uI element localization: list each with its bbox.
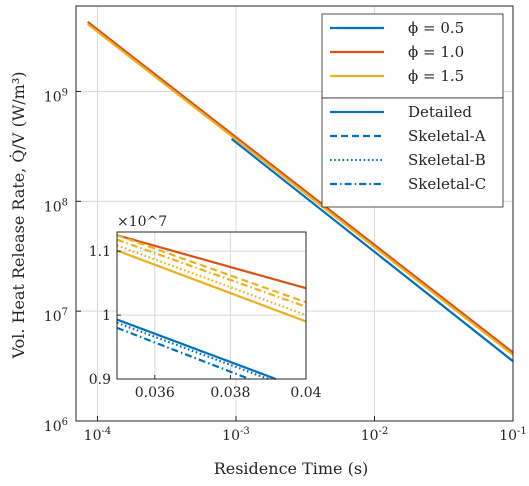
x-tick-label: 10-1 <box>499 426 527 444</box>
series-line-phi-1.0-detailed <box>87 21 514 354</box>
y-axis-label: Vol. Heat Release Rate, Q̇/V (W/m³) <box>9 72 28 360</box>
inset-series-line-phi-0.5-detailed <box>116 318 277 381</box>
inset-series-line-phi-1.5-skeletal-c <box>116 238 307 308</box>
legend-label: Skeletal-B <box>408 151 486 169</box>
legend-label: ϕ = 1.5 <box>408 67 464 85</box>
inset-series <box>116 234 307 381</box>
inset-y-tick-label: 0.9 <box>89 372 111 388</box>
series-line-phi-0.5-detailed <box>230 138 514 363</box>
x-tick-label: 10-4 <box>84 426 112 444</box>
inset-x-tick-label: 0.036 <box>135 385 175 401</box>
inset-ticks: 0.036 0.038 0.04 0.9 1 1.1 <box>89 244 322 401</box>
inset-series-line-phi-1.5-skeletal-a <box>116 234 307 304</box>
y-tick-label: 108 <box>44 197 68 215</box>
inset-x-tick-label: 0.04 <box>290 385 321 401</box>
legend-label: Skeletal-A <box>408 127 486 145</box>
main-plot-frame <box>75 5 514 422</box>
inset-plot-frame <box>116 231 307 380</box>
inset-multiplier: ×10^7 <box>117 214 167 230</box>
inset-series-line-phi-0.5-skeletal-c <box>116 326 250 381</box>
legend-label: ϕ = 1.0 <box>408 43 464 61</box>
inset-series-line-phi-1.5-detailed <box>116 249 307 323</box>
series-line-phi-1.5-detailed <box>87 23 514 356</box>
x-tick-label: 10-2 <box>361 426 389 444</box>
x-axis-label: Residence Time (s) <box>214 459 369 478</box>
legend-label: ϕ = 0.5 <box>408 19 464 37</box>
legend-style-box <box>321 97 504 208</box>
inset-y-tick-label: 1.1 <box>89 244 111 260</box>
legend-label: Skeletal-C <box>408 175 486 193</box>
y-tick-label: 109 <box>44 87 68 105</box>
x-tick-label: 10-3 <box>222 426 250 444</box>
inset-background <box>117 232 306 379</box>
legend-label: Detailed <box>408 103 472 121</box>
y-tick-label: 106 <box>44 417 68 435</box>
main-series <box>87 21 514 363</box>
legend: ϕ = 0.5 ϕ = 1.0 ϕ = 1.5 Detailed Skeletal-A S… <box>321 13 504 208</box>
inset: 0.036 0.038 0.04 0.9 1 1.1 ×10^7 <box>89 214 322 401</box>
main-ticks: 10-4 10-3 10-2 10-1 106 107 108 109 <box>44 87 527 444</box>
inset-y-tick-label: 1 <box>102 308 111 324</box>
inset-x-tick-label: 0.038 <box>210 385 250 401</box>
inset-series-line-phi-1.0-detailed <box>116 234 307 290</box>
y-tick-label: 107 <box>44 307 68 325</box>
inset-series-line-phi-0.5-skeletal-b <box>116 321 269 381</box>
